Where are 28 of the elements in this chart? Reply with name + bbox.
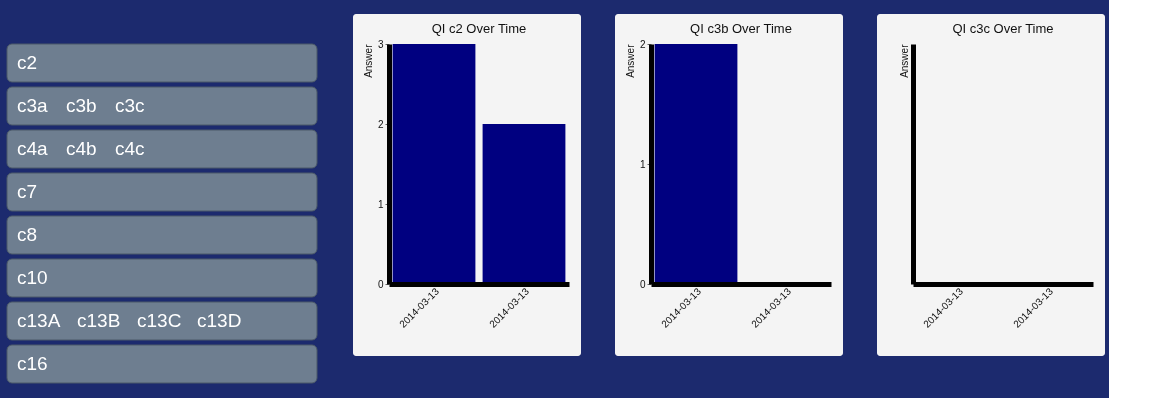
text: c3a: [17, 95, 49, 116]
text: c13A: [17, 310, 61, 331]
text: c8: [17, 224, 38, 245]
y-tick-label: 2: [639, 38, 646, 50]
y-axis-title: Answer: [362, 43, 374, 78]
text: c2: [17, 52, 38, 73]
text: c3b: [66, 95, 97, 116]
text: c4a: [17, 138, 49, 159]
text: c16: [17, 353, 48, 374]
y-axis-title: Answer: [624, 43, 636, 78]
y-tick-label: 0: [377, 278, 384, 290]
text: c4b: [66, 138, 97, 159]
text: c3c: [115, 95, 145, 116]
chart-title: QI c3b Over Time: [690, 21, 792, 36]
y-tick-label: 1: [639, 158, 646, 170]
text: c4c: [115, 138, 145, 159]
text: c13D: [197, 310, 242, 331]
y-tick-label: 2: [377, 118, 384, 130]
text: QI c3c Over Time: [952, 21, 1054, 36]
y-tick-label: 0: [639, 278, 646, 290]
text: c7: [17, 181, 38, 202]
text: Answer: [898, 43, 910, 78]
text: c13B: [77, 310, 121, 331]
y-tick-label: 1: [377, 198, 384, 210]
chart-title: QI c2 Over Time: [431, 21, 527, 36]
text: c13C: [137, 310, 182, 331]
text: c10: [17, 267, 48, 288]
y-tick-label: 3: [377, 38, 384, 50]
